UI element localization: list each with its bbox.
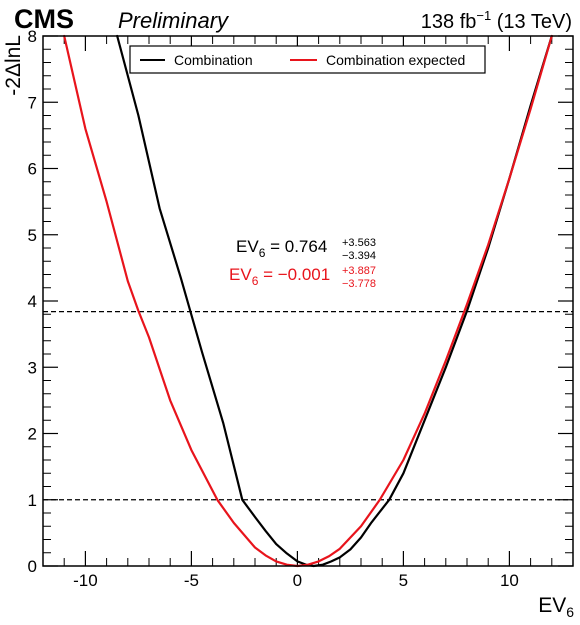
- observed-lhs: EV6 = 0.764: [236, 237, 327, 260]
- y-tick-label: 0: [28, 557, 37, 576]
- y-tick-label: 8: [28, 27, 37, 46]
- y-tick-label: 4: [28, 292, 37, 311]
- expected-uncertainty-down: −3.778: [342, 278, 376, 290]
- x-tick-label: -10: [73, 571, 98, 590]
- observed-uncertainty-up: +3.563: [342, 237, 376, 249]
- y-tick-label: 3: [28, 358, 37, 377]
- y-tick-label: 1: [28, 491, 37, 510]
- expected-lhs: EV6 = −0.001: [229, 265, 330, 288]
- expected-uncertainty-up: +3.887: [342, 265, 376, 277]
- plot-frame: [42, 35, 574, 567]
- x-tick-label: 0: [293, 571, 302, 590]
- preliminary-label: Preliminary: [118, 8, 230, 33]
- x-tick-label: -5: [184, 571, 199, 590]
- reference-lines: [43, 311, 573, 501]
- observed-uncertainty-down: −3.394: [342, 250, 376, 262]
- x-axis-label: EV6: [538, 594, 574, 620]
- y-tick-label: 5: [28, 226, 37, 245]
- y-tick-label: 2: [28, 425, 37, 444]
- y-tick-label: 6: [28, 160, 37, 179]
- series-layer: [63, 34, 553, 568]
- legend: Combination Combination expected: [129, 45, 486, 74]
- fit-result-expected: EV6 = −0.001 +3.887 −3.778: [229, 265, 376, 290]
- cms-label: CMS: [14, 4, 74, 34]
- legend-label-combination-expected: Combination expected: [326, 52, 465, 68]
- legend-label-combination: Combination: [174, 52, 253, 68]
- tick-labels: -10 -5 0 5 10 0 1 2 3 4 5 6 7 8: [28, 27, 519, 590]
- series-line-combination: [116, 34, 553, 568]
- lumi-label: 138 fb−1 (13 TeV): [421, 8, 572, 33]
- y-axis-label: -2ΔlnL: [2, 35, 25, 96]
- x-tick-label: 10: [500, 571, 519, 590]
- x-tick-label: 5: [399, 571, 408, 590]
- axis-ticks: [42, 35, 574, 567]
- fit-result-observed: EV6 = 0.764 +3.563 −3.394: [236, 237, 376, 262]
- y-tick-label: 7: [28, 93, 37, 112]
